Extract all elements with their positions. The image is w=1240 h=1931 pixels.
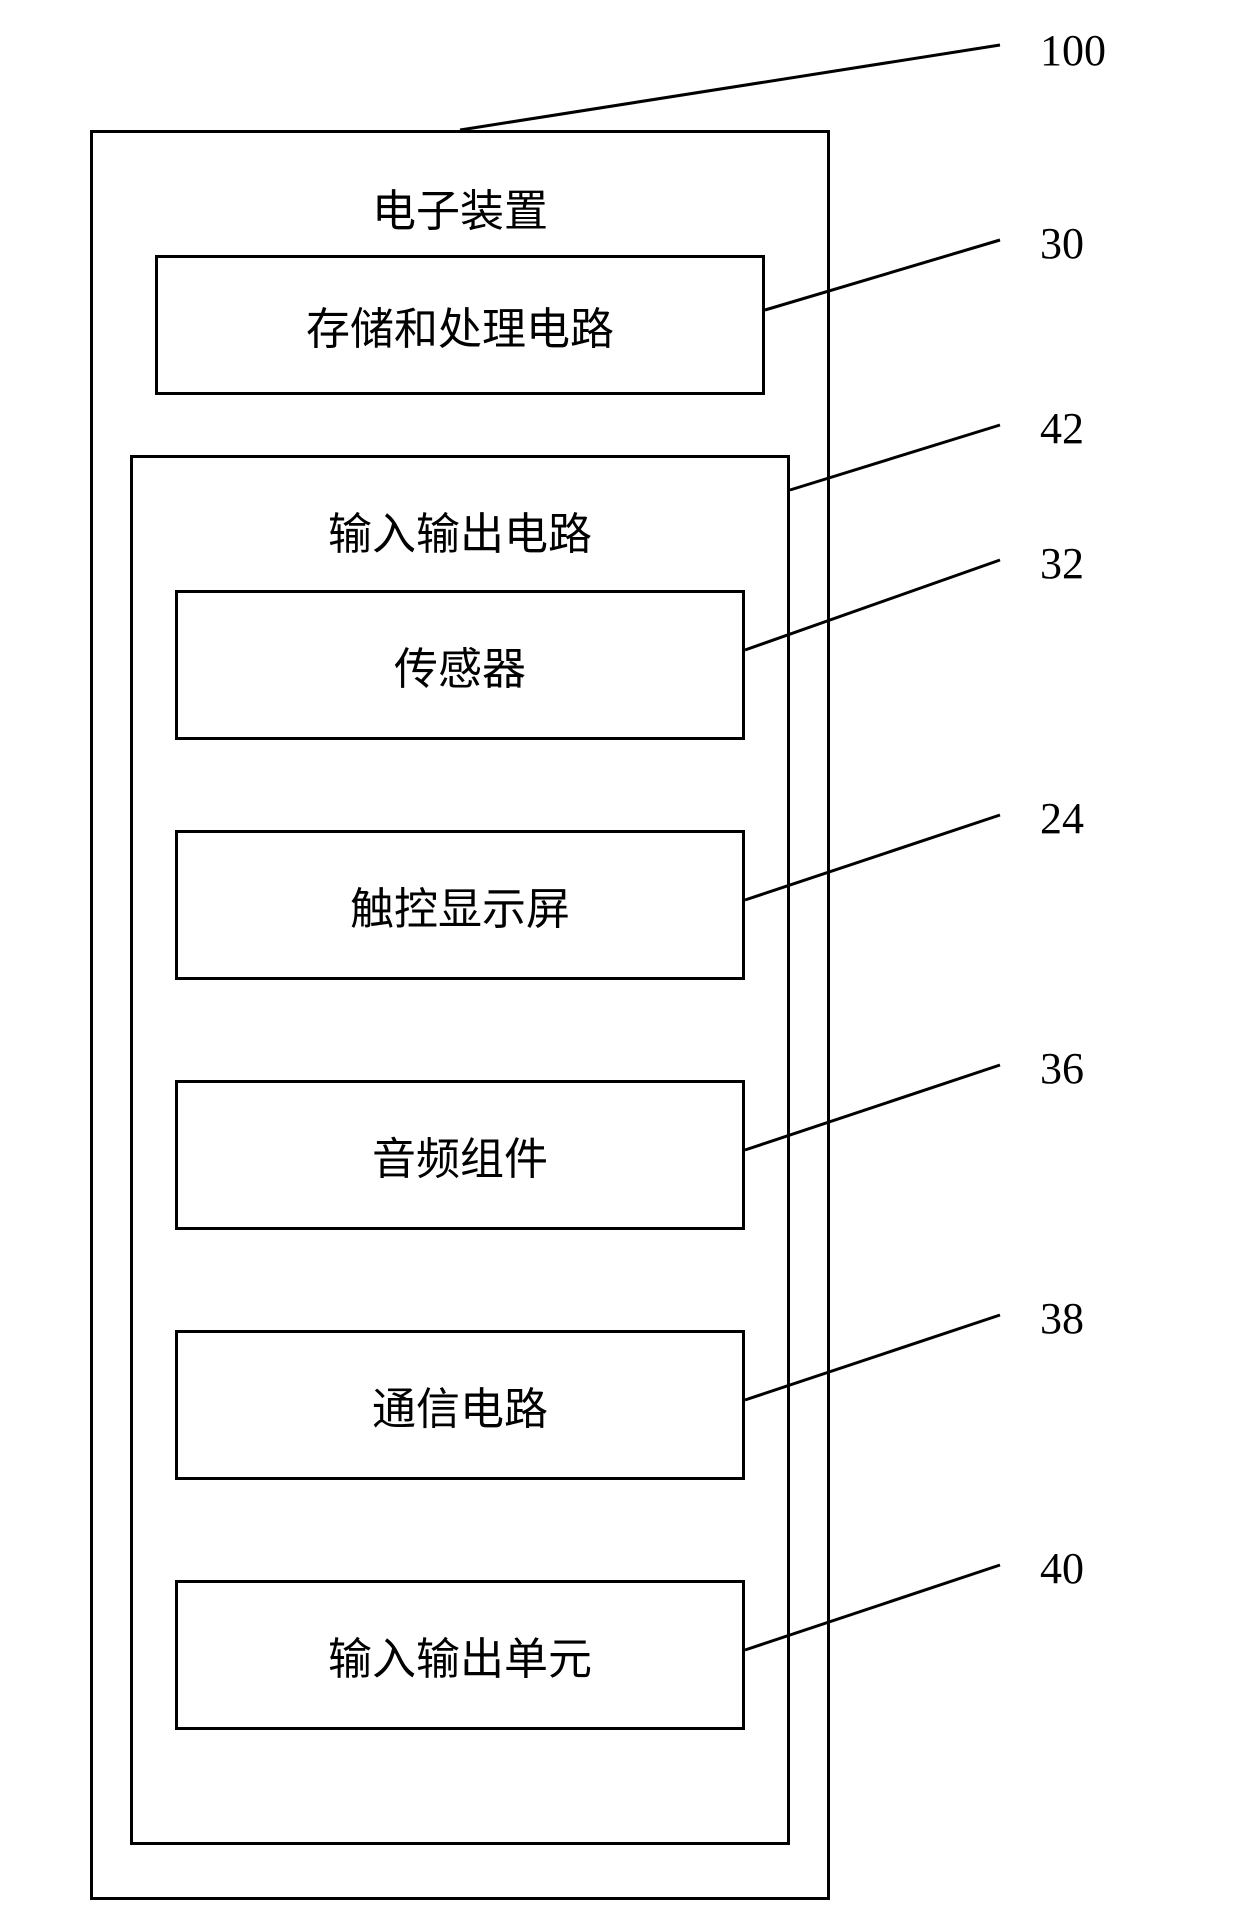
- diagram-canvas: 电子装置 存储和处理电路 输入输出电路 传感器 触控显示屏 音频组件 通信电路 …: [0, 0, 1240, 1931]
- ref-32: 32: [1040, 538, 1084, 589]
- leader-100: [460, 45, 1000, 130]
- ref-40: 40: [1040, 1543, 1084, 1594]
- ref-30: 30: [1040, 218, 1084, 269]
- leader-38: [745, 1315, 1000, 1400]
- ref-38: 38: [1040, 1293, 1084, 1344]
- leader-40: [745, 1565, 1000, 1650]
- ref-100: 100: [1040, 25, 1106, 76]
- leader-32: [745, 560, 1000, 650]
- leader-36: [745, 1065, 1000, 1150]
- leader-42: [790, 425, 1000, 490]
- ref-36: 36: [1040, 1043, 1084, 1094]
- leader-30: [765, 240, 1000, 310]
- leader-lines: [0, 0, 1240, 1931]
- leader-24: [745, 815, 1000, 900]
- ref-24: 24: [1040, 793, 1084, 844]
- ref-42: 42: [1040, 403, 1084, 454]
